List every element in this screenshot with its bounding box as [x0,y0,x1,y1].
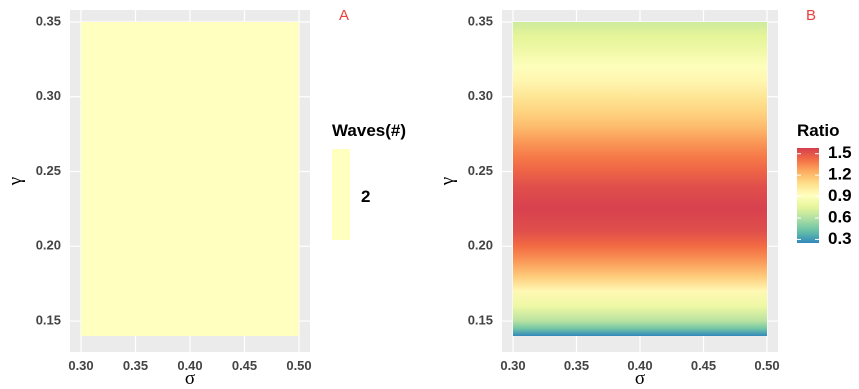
panel-b-legend: Ratio 1.5 1.2 0.9 0.6 0.3 [797,121,852,248]
panel-b-y-tick-label: 0.15 [468,312,493,327]
panel-b-x-tick-label: 0.30 [500,358,525,373]
panel-a: 0.15 0.20 0.25 0.30 0.35 0.30 0.35 0.40 … [5,7,406,389]
panel-b-x-tick-label: 0.35 [564,358,589,373]
panel-a-y-tick-label: 0.25 [36,163,61,178]
panel-a-legend-label: 2 [361,187,370,206]
panel-a-y-tick-label: 0.35 [36,13,61,28]
panel-b-y-tick-label: 0.20 [468,238,493,253]
panel-b-y-tick-label: 0.25 [468,163,493,178]
panel-a-x-tick-label: 0.40 [177,358,202,373]
panel-b-y-ticks: 0.15 0.20 0.25 0.30 0.35 [468,13,493,327]
panel-a-x-axis-title: σ [185,368,195,389]
panel-b-legend-label: 1.2 [828,165,852,184]
panel-a-y-tick-label: 0.20 [36,238,61,253]
panel-a-y-axis-title: γ [5,177,26,186]
panel-b-legend-label: 0.9 [828,186,852,205]
panel-b-tag: B [806,7,816,24]
panel-a-y-ticks: 0.15 0.20 0.25 0.30 0.35 [36,13,61,327]
panel-b-y-tick-label: 0.35 [468,13,493,28]
panel-a-legend-title: Waves(#) [332,121,406,140]
panel-a-x-tick-label: 0.30 [68,358,93,373]
panel-a-y-tick-label: 0.15 [36,312,61,327]
panel-b-x-tick-label: 0.45 [691,358,716,373]
panel-b-x-tick-label: 0.40 [627,358,652,373]
panel-a-tag: A [339,7,349,24]
panel-a-y-tick-label: 0.30 [36,88,61,103]
panel-b-x-axis-title: σ [635,368,645,389]
panel-b-colorbar-ticks [797,153,819,240]
panel-a-x-tick-label: 0.50 [286,358,311,373]
panel-b-x-ticks: 0.30 0.35 0.40 0.45 0.50 [500,358,779,373]
panel-b-legend-label: 0.6 [828,207,852,226]
panel-a-legend-swatch [332,149,350,240]
panel-b-legend-label: 1.5 [828,143,852,162]
panel-b-heatmap [513,22,767,336]
panel-b-legend-label: 0.3 [828,229,852,248]
panel-a-fill [81,22,299,336]
panel-a-x-tick-label: 0.35 [123,358,148,373]
panel-b-legend-title: Ratio [797,121,840,140]
panel-a-legend: Waves(#) 2 [332,121,406,240]
panel-a-x-tick-label: 0.45 [232,358,257,373]
panel-b-colorbar [797,148,819,243]
panel-b-y-tick-label: 0.30 [468,88,493,103]
panel-b-y-axis-title: γ [437,177,458,186]
panel-a-x-ticks: 0.30 0.35 0.40 0.45 0.50 [68,358,311,373]
panel-b-x-tick-label: 0.50 [754,358,779,373]
panel-b: 0.15 0.20 0.25 0.30 0.35 0.30 0.35 0.40 … [437,7,852,389]
